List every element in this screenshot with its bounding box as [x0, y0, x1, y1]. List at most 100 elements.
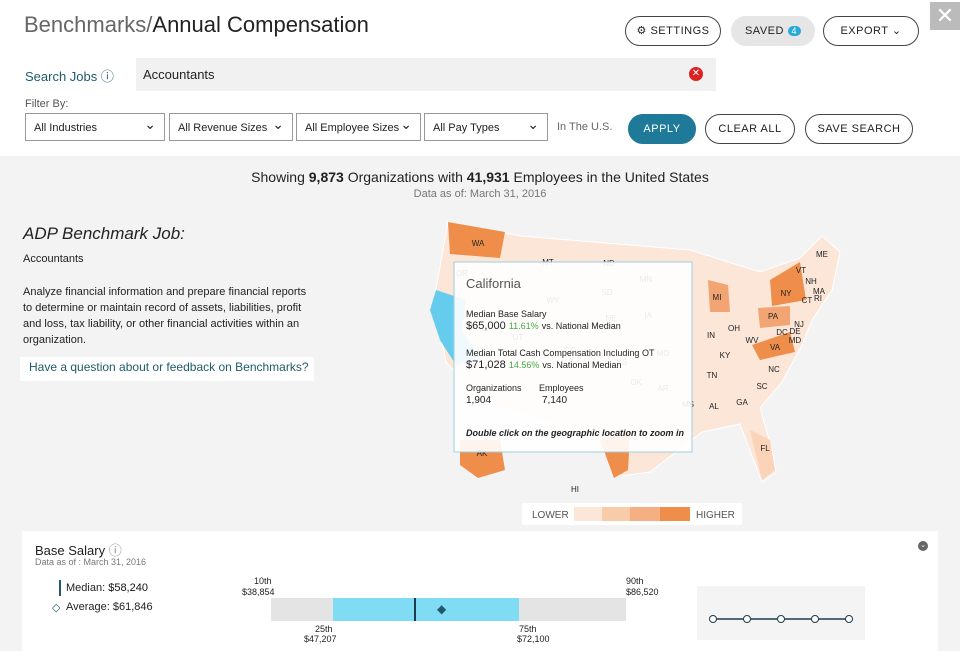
p10-label: 10th — [254, 576, 272, 586]
state-label[interactable]: DC — [776, 328, 788, 337]
p25-value: $47,207 — [304, 634, 337, 644]
state-label[interactable]: MA — [813, 287, 826, 296]
state-label[interactable]: WA — [472, 239, 485, 248]
tooltip-hint: Double click on the geographic location … — [466, 428, 685, 438]
employee-dropdown[interactable]: All Employee Sizes — [296, 110, 421, 141]
iqr-bar — [333, 598, 519, 621]
org-count: 9,873 — [308, 169, 344, 185]
median: Median: $58,240 — [66, 582, 148, 594]
state-label[interactable]: AK — [477, 449, 488, 458]
state-label[interactable]: NH — [805, 277, 817, 286]
state-label[interactable]: RI — [814, 294, 822, 303]
tooltip-title: California — [466, 276, 521, 291]
base-vs: vs. National Median — [541, 321, 621, 331]
tooltip-total-label: Median Total Cash Compensation Including… — [466, 348, 655, 358]
tooltip-base-label: Median Base Salary — [466, 309, 547, 319]
collapse-toggle[interactable]: ⌄ — [918, 541, 928, 551]
state-label[interactable]: HI — [571, 485, 579, 494]
org-label: Organizations — [466, 383, 522, 393]
summary-prefix: Showing — [251, 169, 305, 185]
industry-dropdown[interactable]: All Industries — [25, 110, 165, 141]
state-label[interactable]: TN — [707, 371, 718, 380]
p90-value: $86,520 — [626, 587, 659, 597]
saved-button[interactable]: SAVED 4 — [731, 16, 815, 46]
state-label[interactable]: NC — [768, 365, 780, 374]
org-value: 1,904 — [466, 395, 492, 406]
state-label[interactable]: IN — [707, 331, 715, 340]
close-button[interactable]: ✕ — [930, 2, 960, 30]
legend-swatch — [602, 507, 630, 521]
title-prefix: Benchmarks/ — [24, 12, 153, 37]
date-value: March 31, 2016 — [469, 188, 547, 200]
clear-all-button[interactable]: CLEAR ALL — [705, 114, 795, 144]
state-label[interactable]: ME — [816, 250, 828, 259]
state-label[interactable]: VT — [796, 266, 806, 275]
job-description: Analyze financial information and prepar… — [23, 286, 307, 346]
state-label[interactable]: MD — [789, 336, 802, 345]
average-marker: ◇ — [52, 602, 61, 614]
total-pct: 14.56% — [508, 360, 540, 370]
search-box[interactable] — [136, 58, 716, 91]
summary-middle: Organizations with — [347, 169, 463, 185]
saved-count: 4 — [787, 26, 802, 36]
p75-label: 75th — [519, 624, 537, 634]
state-va — [752, 332, 795, 360]
state-pa — [758, 306, 790, 328]
average-label: Average: — [66, 601, 110, 613]
save-search-button[interactable]: SAVE SEARCH — [805, 114, 913, 144]
p25-label: 25th — [315, 624, 333, 634]
export-button[interactable]: EXPORT ⌄ — [823, 16, 919, 46]
clear-search[interactable]: ✕ — [689, 67, 703, 81]
state-label[interactable]: DE — [789, 327, 800, 336]
title: Benchmarks/Annual Compensation — [24, 12, 369, 38]
state-label[interactable]: PA — [768, 312, 779, 321]
legend-swatch — [630, 507, 660, 521]
base-salary-title-text: Base Salary — [35, 543, 106, 558]
summary-suffix: Employees in the United States — [513, 169, 709, 185]
total-vs: vs. National Median — [542, 360, 622, 370]
state-label[interactable]: WV — [746, 336, 760, 345]
date-label: Data as of: — [413, 188, 467, 200]
filter-label: Filter By: — [25, 98, 69, 110]
state-label[interactable]: KY — [720, 351, 731, 360]
state-label[interactable]: OH — [728, 324, 740, 333]
state-label[interactable]: MI — [713, 293, 722, 302]
state-label[interactable]: SC — [756, 382, 767, 391]
state-label[interactable]: AL — [709, 402, 719, 411]
state-ny — [770, 262, 806, 306]
state-fl — [750, 430, 775, 480]
revenue-dropdown[interactable]: All Revenue Sizes — [169, 110, 293, 141]
legend-swatch — [660, 507, 690, 521]
job-name: Accountants — [23, 253, 84, 265]
search-label-text: Search Jobs — [25, 69, 98, 84]
state-label[interactable]: FL — [760, 444, 770, 453]
median-line — [414, 598, 416, 621]
state-wa — [448, 222, 505, 258]
feedback-link[interactable]: Have a question about or feedback on Ben… — [20, 357, 314, 381]
base-value: $65,000 — [466, 320, 506, 332]
state-label[interactable]: VA — [770, 343, 781, 352]
tooltip-total: $71,028 14.56% vs. National Median — [466, 359, 621, 371]
region-label: In The U.S. — [557, 121, 613, 133]
legend-swatch — [574, 507, 602, 521]
total-value: $71,028 — [466, 359, 506, 371]
paytype-dropdown[interactable]: All Pay Types — [424, 110, 548, 141]
state-label[interactable]: GA — [736, 398, 748, 407]
average-value: $61,846 — [112, 601, 153, 613]
emp-value: 7,140 — [542, 395, 568, 406]
state-label[interactable]: NJ — [794, 320, 804, 329]
base-salary-title: Base Salary ⓘ — [35, 543, 122, 558]
title-main: Annual Compensation — [152, 12, 369, 37]
state-label[interactable]: NY — [780, 289, 792, 298]
saved-label: SAVED — [744, 25, 784, 37]
emp-label: Employees — [539, 383, 584, 393]
apply-button[interactable]: APPLY — [628, 114, 696, 144]
p90-label: 90th — [626, 576, 644, 586]
median-marker — [59, 580, 61, 596]
p75-value: $72,100 — [517, 634, 550, 644]
state-label[interactable]: CT — [802, 296, 813, 305]
export-label: EXPORT — [840, 25, 889, 37]
employee-count: 41,931 — [466, 169, 510, 185]
settings-button[interactable]: ⚙ SETTINGS — [625, 16, 721, 46]
